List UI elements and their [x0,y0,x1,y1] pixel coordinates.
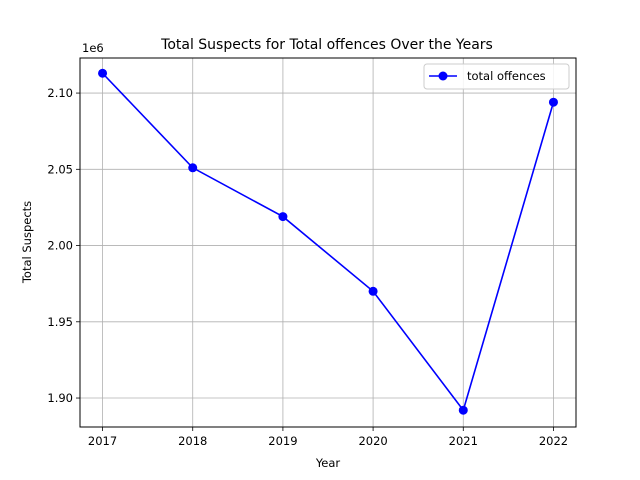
legend-marker-swatch [438,71,448,81]
y-axis-ticks: 1.90 1.95 2.00 2.05 2.10 [47,86,80,405]
legend-box [423,63,570,90]
series-line-total-offences [101,72,555,412]
x-tick-label: 2017 [88,434,117,448]
x-tick-label: 2022 [539,434,568,448]
y-axis-offset-label: 1e6 [82,41,104,55]
y-tick-label: 2.00 [47,239,73,253]
x-axis-ticks: 2017 2018 2019 2020 2021 2022 [88,427,568,448]
x-tick-label: 2018 [178,434,207,448]
y-axis-label: Total Suspects [20,201,34,284]
x-tick-label: 2020 [358,434,387,448]
y-tick-label: 1.95 [47,315,73,329]
x-tick-label: 2019 [268,434,297,448]
data-point [98,68,108,78]
y-tick-label: 2.05 [47,162,73,176]
series-layer [98,68,558,415]
data-point [458,405,468,415]
data-point [548,97,558,107]
x-tick-label: 2021 [449,434,478,448]
grid-lines [80,58,576,427]
y-tick-label: 2.10 [47,86,73,100]
data-point [278,212,288,222]
legend-entry-total-offences: total offences [467,69,546,83]
data-point [368,286,378,296]
plot-area-frame [79,57,577,428]
legend: total offences [423,63,570,90]
chart-title: Total Suspects for Total offences Over t… [160,37,493,53]
data-point [188,163,198,173]
x-axis-label: Year [315,456,341,470]
y-tick-label: 1.90 [47,391,73,405]
